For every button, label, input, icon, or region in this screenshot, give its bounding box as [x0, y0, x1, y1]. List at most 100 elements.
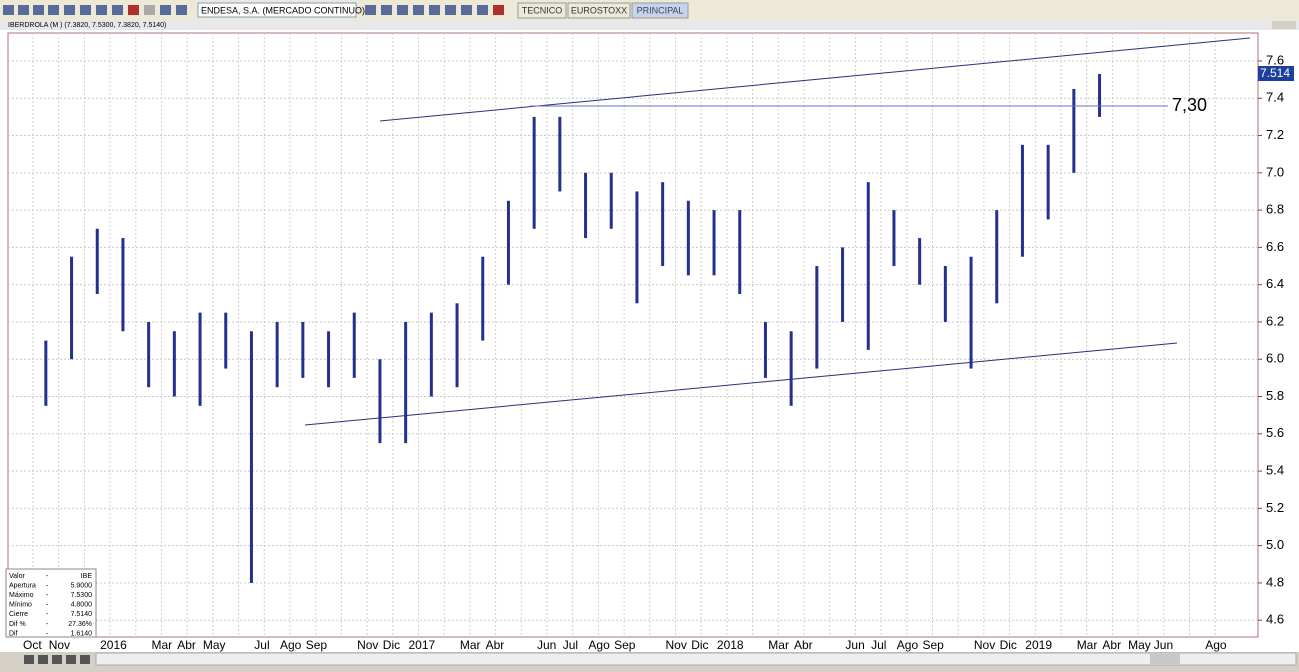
- x-tick-label: 2018: [717, 638, 744, 652]
- price-bar: [352, 312, 356, 378]
- x-tick-label: Ago: [588, 638, 610, 652]
- price-bar: [1098, 74, 1102, 117]
- y-tick-label: 6.6: [1266, 239, 1284, 254]
- price-bar: [198, 312, 202, 406]
- price-bar: [147, 321, 151, 388]
- scroll-thumb[interactable]: [1150, 654, 1180, 664]
- x-tick-label: Abr: [794, 638, 813, 652]
- last-price: 7.514: [1260, 66, 1290, 80]
- info-value: 7.5140: [71, 611, 93, 618]
- y-tick-label: 4.6: [1266, 612, 1284, 627]
- x-tick-label: Jul: [254, 638, 269, 652]
- price-bar: [44, 340, 48, 406]
- y-tick-label: 6.0: [1266, 351, 1284, 366]
- toolbar-icons[interactable]: [3, 5, 504, 15]
- y-tick-label: 5.0: [1266, 537, 1284, 552]
- y-tick-label: 5.8: [1266, 388, 1284, 403]
- info-sep: -: [46, 592, 49, 599]
- annotation: 7,30: [1172, 95, 1207, 115]
- y-tick-label: 6.8: [1266, 202, 1284, 217]
- price-bar: [815, 266, 819, 369]
- tab[interactable]: [567, 2, 631, 19]
- info-value: 27.36%: [68, 621, 92, 628]
- info-panel: [5, 568, 97, 638]
- tab-label: EUROSTOXX: [571, 5, 627, 15]
- scrollbar[interactable]: [95, 652, 1297, 666]
- symbol-text: ENDESA, S.A. (MERCADO CONTINUO): [201, 5, 365, 15]
- symbol-box[interactable]: [197, 2, 357, 18]
- tab-active[interactable]: [631, 2, 689, 19]
- trend-line-upper: [379, 37, 1251, 122]
- price-bar: [686, 200, 690, 276]
- y-tick-label: 5.2: [1266, 500, 1284, 515]
- price-bar: [224, 312, 228, 369]
- toolbar: ENDESA, S.A. (MERCADO CONTINUO) TECNICO …: [0, 0, 1299, 20]
- price-bar: [275, 321, 279, 388]
- price-bar: [327, 331, 331, 388]
- price-bar: [738, 210, 742, 294]
- y-tick-label: 7.2: [1266, 127, 1284, 142]
- x-tick-label: 2017: [409, 638, 436, 652]
- price-bar: [943, 266, 947, 322]
- info-value: 1.6140: [71, 630, 93, 637]
- info-value: 4.8000: [71, 602, 93, 609]
- chart-header-bar: [0, 20, 1299, 30]
- info-sep: -: [46, 573, 49, 580]
- x-tick-label: Ago: [1205, 638, 1227, 652]
- price-bars: [44, 74, 1102, 583]
- info-label: Apertura: [9, 582, 36, 589]
- price-bar: [789, 331, 793, 406]
- tab-label: PRINCIPAL: [637, 5, 684, 15]
- x-tick-label: Nov: [49, 638, 70, 652]
- price-bar: [249, 331, 253, 583]
- price-bar: [558, 116, 562, 192]
- price-bar: [712, 210, 716, 276]
- x-tick-label: 2019: [1025, 638, 1052, 652]
- x-tick-label: Sep: [923, 638, 945, 652]
- x-tick-label: Jul: [871, 638, 886, 652]
- x-tick-label: Sep: [306, 638, 328, 652]
- price-bar: [892, 210, 896, 267]
- price-bar: [635, 191, 639, 304]
- price-bar: [609, 172, 613, 229]
- price-bar: [95, 228, 99, 294]
- price-bar: [1046, 144, 1050, 220]
- x-tick-label: May: [1128, 638, 1151, 652]
- price-bar: [1020, 144, 1024, 257]
- price-bar: [584, 172, 588, 239]
- y-tick-label: 6.4: [1266, 276, 1284, 291]
- y-tick-label: 4.8: [1266, 574, 1284, 589]
- price-bar: [969, 256, 973, 369]
- info-sep: -: [46, 621, 49, 628]
- y-tick-label: 5.4: [1266, 463, 1284, 478]
- x-tick-label: Dic: [691, 638, 708, 652]
- x-tick-label: Sep: [614, 638, 636, 652]
- price-bar: [918, 238, 922, 285]
- tab-label: TECNICO: [522, 5, 563, 15]
- price-bar: [995, 210, 999, 304]
- tab[interactable]: [517, 2, 567, 19]
- zoom-icons[interactable]: [24, 655, 90, 664]
- x-tick-label: Mar: [1077, 638, 1098, 652]
- last-price-tag: [1258, 66, 1294, 81]
- trend-line-lower: [304, 342, 1178, 426]
- x-tick-label: Jul: [563, 638, 578, 652]
- price-bar: [301, 321, 305, 378]
- info-label: Máximo: [9, 592, 34, 599]
- info-label: Cierre: [9, 611, 28, 618]
- x-tick-label: Mar: [152, 638, 173, 652]
- price-bar: [70, 256, 74, 360]
- x-tick-label: Oct: [23, 638, 42, 652]
- y-tick-label: 7.6: [1266, 52, 1284, 67]
- x-tick-label: Nov: [666, 638, 687, 652]
- x-tick-label: 2016: [100, 638, 127, 652]
- price-bar: [481, 256, 485, 341]
- info-sep: -: [46, 602, 49, 609]
- info-value: IBE: [81, 573, 93, 580]
- y-tick-label: 7.4: [1266, 90, 1284, 105]
- info-value: 5.9000: [71, 582, 93, 589]
- x-tick-label: Mar: [768, 638, 789, 652]
- window-buttons[interactable]: [1272, 21, 1296, 29]
